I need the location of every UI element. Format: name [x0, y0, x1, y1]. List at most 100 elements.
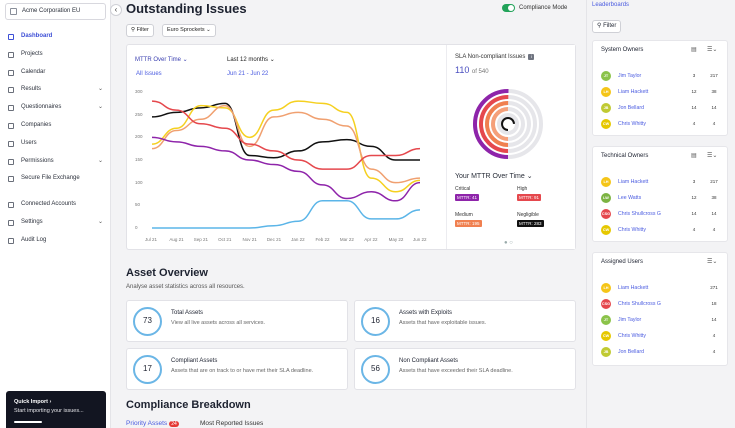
- leaderboard-row[interactable]: CSG Chris Shullcross G 18: [601, 299, 721, 309]
- org-name: Acme Corporation EU: [22, 8, 81, 14]
- scope-link[interactable]: All Issues: [136, 71, 162, 77]
- sidebar-item-secure-file-exchange[interactable]: Secure File Exchange: [0, 170, 111, 188]
- count-badge: 24: [169, 421, 179, 427]
- count-a: 3: [692, 73, 696, 78]
- count-b: 4: [712, 121, 716, 126]
- sidebar-item-label: Questionnaires: [21, 104, 62, 111]
- your-mttr-select[interactable]: Your MTTR Over Time ⌄: [455, 173, 533, 180]
- results-icon: [8, 87, 14, 94]
- list-view-icon[interactable]: ☰⌄: [707, 153, 718, 159]
- chevron-down-icon: ⌄: [97, 157, 103, 164]
- chevron-down-icon: ⌄: [97, 218, 103, 225]
- tab-most-reported-issues[interactable]: Most Reported Issues: [200, 420, 264, 427]
- table-view-icon[interactable]: ▤: [691, 153, 697, 159]
- avatar: JT: [601, 71, 611, 81]
- leaderboard-row[interactable]: CW Chris Whitty 4 4: [601, 119, 721, 129]
- count-b: 14: [711, 211, 717, 216]
- mttr-chart-title[interactable]: MTTR Over Time ⌄: [135, 57, 188, 63]
- user-name: Chris Whitty: [618, 227, 646, 233]
- leaderboard-row[interactable]: JB Jon Bellard 4: [601, 347, 721, 357]
- asset-card-desc: Assets that have exceeded their SLA dead…: [399, 368, 513, 374]
- tab-priority-assets[interactable]: Priority Assets 24: [126, 420, 179, 427]
- leaderboard-row[interactable]: LH Liam Hackett 12 38: [601, 87, 721, 97]
- leaderboard-row[interactable]: LH Liam Hackett 3 217: [601, 177, 721, 187]
- asset-overview-title: Asset Overview: [126, 267, 208, 279]
- count-b: 217: [710, 179, 718, 184]
- avatar: LW: [601, 193, 611, 203]
- sidebar-item-permissions[interactable]: Permissions ⌄: [0, 153, 111, 171]
- asset-card-compliant[interactable]: 17 Compliant Assets Assets that are on t…: [126, 348, 348, 390]
- avatar: LH: [601, 177, 611, 187]
- leaderboard-row[interactable]: CSG Chris Shullcross G 14 14: [601, 209, 721, 219]
- count-a: 12: [691, 195, 697, 200]
- sidebar-item-label: Connected Accounts: [21, 201, 77, 208]
- sla-total: of 540: [471, 69, 489, 75]
- project-select[interactable]: Euro Sprockets ⌄: [162, 24, 216, 37]
- x-tick-label: Nov 21: [242, 237, 257, 242]
- user-name: Chris Shullcross G: [618, 301, 661, 307]
- count-a: 4: [692, 121, 696, 126]
- asset-card-desc: View all live assets across all services…: [171, 320, 266, 326]
- x-tick-label: Apr 22: [364, 237, 378, 242]
- asset-count-ring: 16: [361, 307, 390, 336]
- collapse-sidebar-button[interactable]: ‹: [110, 4, 122, 16]
- leaderboard-row[interactable]: CW Chris Whitty 4 4: [601, 225, 721, 235]
- leaderboard-row[interactable]: JT Jim Taylor 3 217: [601, 71, 721, 81]
- leaderboard-filter-button[interactable]: ⚲ Filter: [592, 20, 622, 33]
- avatar: CSG: [601, 299, 611, 309]
- sidebar-item-users[interactable]: Users: [0, 135, 111, 153]
- quick-import-text: Start importing your issues...: [14, 408, 84, 414]
- leaderboards-title[interactable]: Leaderboards: [592, 2, 630, 8]
- count-a: 14: [691, 105, 697, 110]
- quick-import-title: Quick Import ›: [14, 399, 52, 405]
- leaderboard-row[interactable]: JB Jon Bellard 14 14: [601, 103, 721, 113]
- sidebar-item-companies[interactable]: Companies: [0, 117, 111, 135]
- y-tick-label: 200: [135, 134, 143, 140]
- list-view-icon[interactable]: ☰⌄: [707, 47, 718, 53]
- list-view-icon[interactable]: ☰⌄: [707, 259, 718, 265]
- sidebar-item-label: Users: [21, 139, 37, 146]
- asset-card-total[interactable]: 73 Total Assets View all live assets acr…: [126, 300, 348, 342]
- asset-card-title: Non Compliant Assets: [399, 358, 459, 364]
- date-range-link[interactable]: Jun 21 - Jun 22: [227, 71, 269, 77]
- sidebar-item-questionnaires[interactable]: Questionnaires ⌄: [0, 99, 111, 117]
- sidebar-item-settings[interactable]: Settings ⌄: [0, 214, 111, 232]
- carousel-dots[interactable]: ● ○: [504, 240, 513, 246]
- y-tick-label: 150: [135, 157, 143, 162]
- calendar-icon: [8, 69, 14, 76]
- table-view-icon[interactable]: ▤: [691, 47, 697, 53]
- org-switcher[interactable]: Acme Corporation EU: [5, 3, 106, 20]
- filter-button[interactable]: ⚲ Filter: [126, 24, 154, 37]
- count: 4: [712, 349, 716, 354]
- asset-card-non-compliant[interactable]: 56 Non Compliant Assets Assets that have…: [354, 348, 576, 390]
- period-select[interactable]: Last 12 months ⌄: [227, 57, 275, 63]
- compliance-mode-toggle[interactable]: [502, 4, 515, 12]
- leaderboard-row[interactable]: CW Chris Whitty 4: [601, 331, 721, 341]
- severity-high-label: High: [517, 186, 528, 192]
- sidebar-item-audit-log[interactable]: Audit Log: [0, 232, 111, 250]
- leaderboard-row[interactable]: LH Liam Hackett 271: [601, 283, 721, 293]
- sidebar-item-dashboard[interactable]: Dashboard: [0, 28, 111, 46]
- mttr-pill-medium: MTTR: 195: [455, 220, 482, 227]
- asset-card-exploits[interactable]: 16 Assets with Exploits Assets that have…: [354, 300, 576, 342]
- count: 271: [710, 285, 718, 290]
- panel-title: Technical Owners: [601, 153, 649, 159]
- sla-count: 110 of 540: [455, 65, 489, 75]
- quick-import-banner[interactable]: Quick Import › Start importing your issu…: [6, 391, 106, 428]
- sidebar-item-projects[interactable]: Projects: [0, 46, 111, 64]
- sidebar-item-connected-accounts[interactable]: Connected Accounts: [0, 196, 111, 214]
- leaderboard-row[interactable]: LW Lee Watts 12 38: [601, 193, 721, 203]
- asset-card-title: Compliant Assets: [171, 358, 218, 364]
- user-name: Lee Watts: [618, 195, 642, 201]
- sidebar: Acme Corporation EU Dashboard Projects C…: [0, 0, 111, 428]
- avatar: CW: [601, 331, 611, 341]
- sidebar-item-calendar[interactable]: Calendar: [0, 64, 111, 82]
- sidebar-item-label: Permissions: [21, 157, 54, 164]
- count-b: 38: [711, 195, 717, 200]
- leaderboard-row[interactable]: JT Jim Taylor 14: [601, 315, 721, 325]
- sidebar-item-label: Secure File Exchange: [21, 175, 80, 182]
- user-name: Jon Bellard: [618, 349, 644, 355]
- asset-count-ring: 56: [361, 355, 390, 384]
- sidebar-item-results[interactable]: Results ⌄: [0, 81, 111, 99]
- count: 14: [711, 317, 717, 322]
